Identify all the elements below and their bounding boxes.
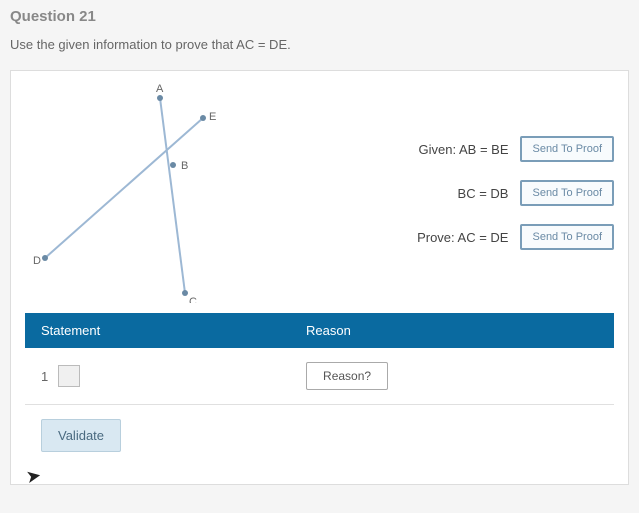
proof-table-header: Statement Reason xyxy=(25,313,614,348)
proof-panel: A E B D C Given: AB = BE Send To Proof BC = … xyxy=(10,70,629,485)
instruction-text: Use the given information to prove that … xyxy=(10,37,629,52)
diagram-svg: A E B D C xyxy=(25,83,255,303)
given-label-1: BC = DB xyxy=(458,186,509,201)
geometry-diagram: A E B D C xyxy=(25,83,255,303)
header-reason: Reason xyxy=(290,313,614,348)
given-row-0: Given: AB = BE Send To Proof xyxy=(275,136,614,162)
given-block: Given: AB = BE Send To Proof BC = DB Sen… xyxy=(275,136,614,250)
validate-row: Validate xyxy=(25,405,614,466)
send-to-proof-button-0[interactable]: Send To Proof xyxy=(520,136,614,162)
given-row-2: Prove: AC = DE Send To Proof xyxy=(275,224,614,250)
statement-cell: 1 xyxy=(25,348,290,404)
send-to-proof-button-2[interactable]: Send To Proof xyxy=(520,224,614,250)
svg-text:C: C xyxy=(189,296,197,303)
table-row: 1 Reason? xyxy=(25,348,614,405)
top-area: A E B D C Given: AB = BE Send To Proof BC = … xyxy=(25,83,614,303)
given-row-1: BC = DB Send To Proof xyxy=(275,180,614,206)
svg-text:E: E xyxy=(209,111,216,123)
reason-button[interactable]: Reason? xyxy=(306,362,388,390)
statement-input[interactable] xyxy=(58,365,80,387)
question-title: Question 21 xyxy=(10,8,629,25)
send-to-proof-button-1[interactable]: Send To Proof xyxy=(520,180,614,206)
svg-text:B: B xyxy=(181,160,188,172)
svg-text:A: A xyxy=(156,83,164,95)
header-statement: Statement xyxy=(25,313,290,348)
reason-cell: Reason? xyxy=(290,348,614,404)
given-label-2: Prove: AC = DE xyxy=(417,230,508,245)
svg-text:D: D xyxy=(33,255,41,267)
validate-button[interactable]: Validate xyxy=(41,419,121,452)
row-number: 1 xyxy=(41,369,48,384)
given-label-0: Given: AB = BE xyxy=(419,142,509,157)
